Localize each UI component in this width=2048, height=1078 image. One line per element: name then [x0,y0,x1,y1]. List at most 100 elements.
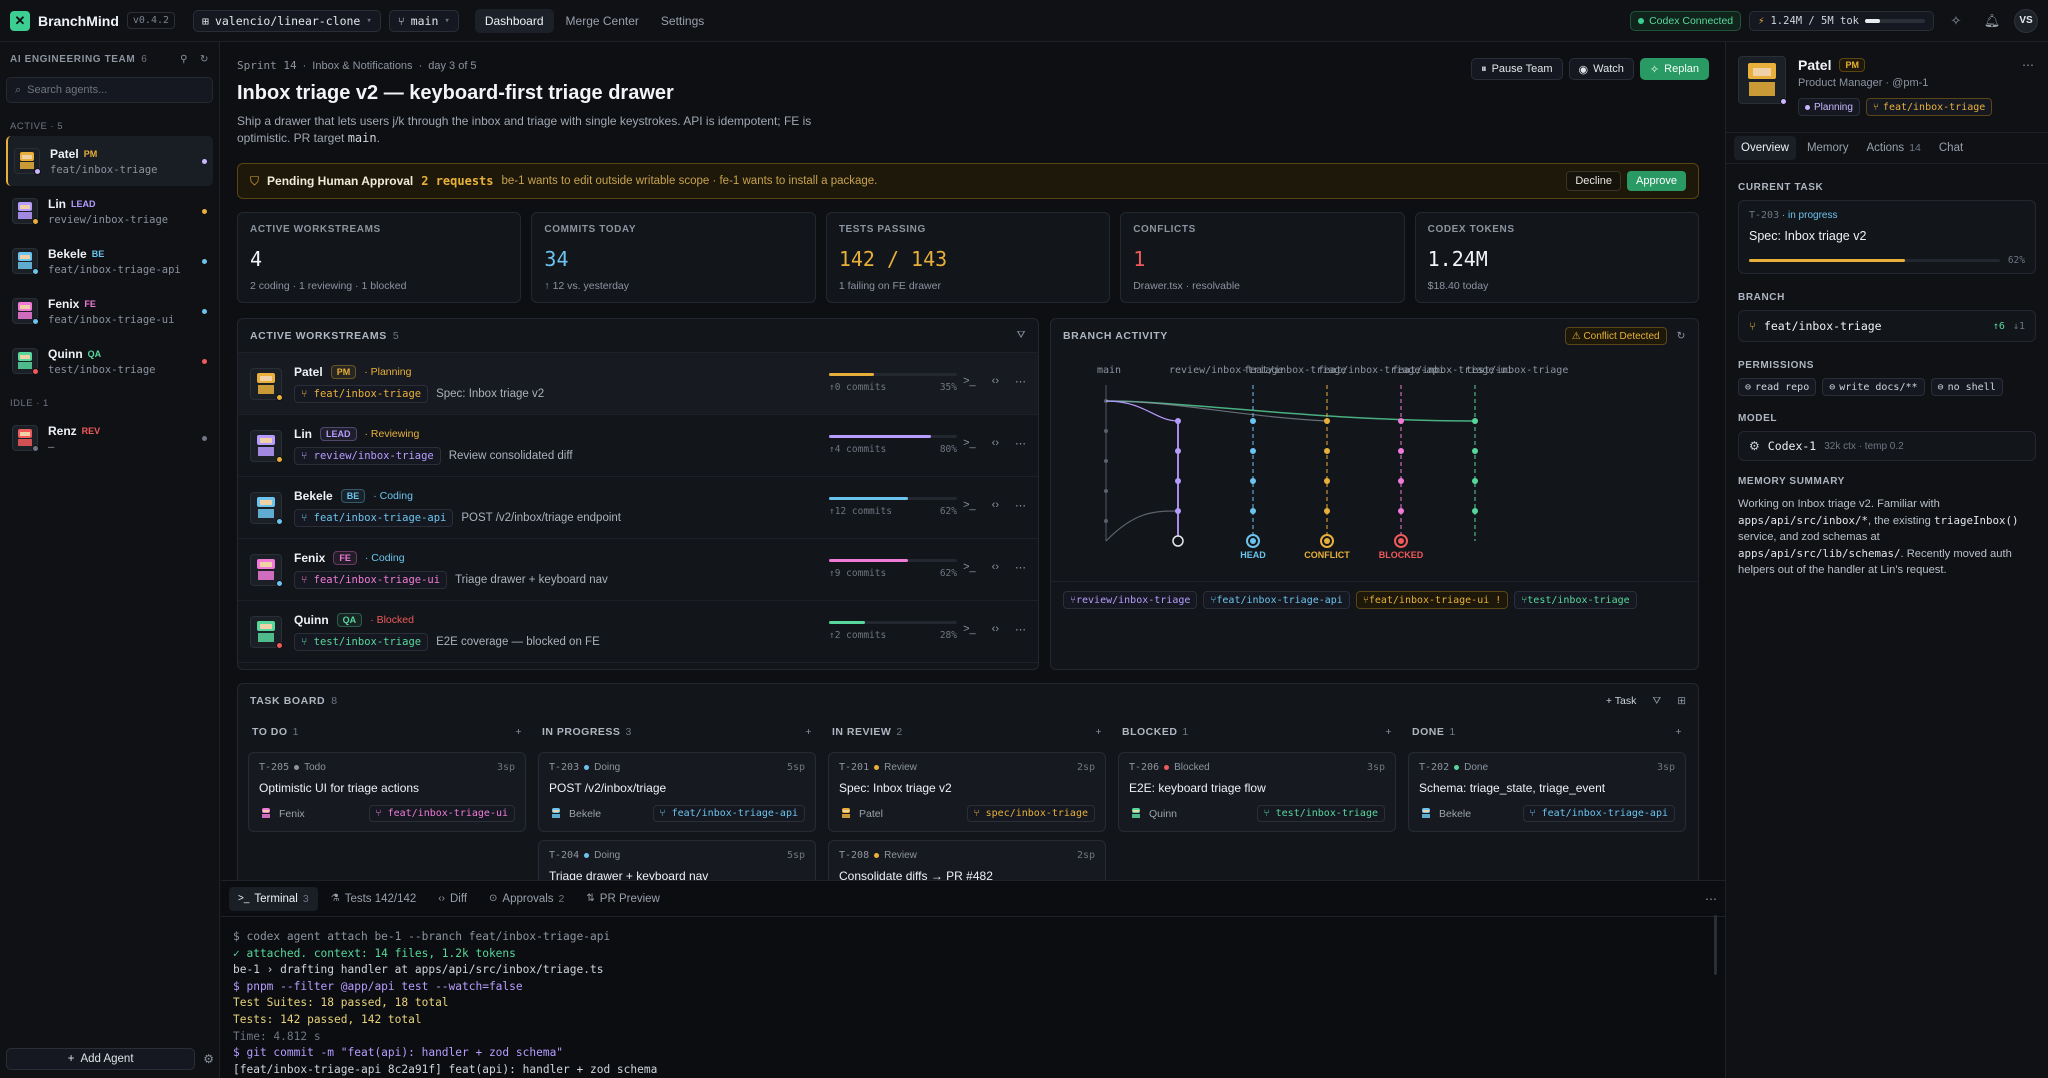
workstream-row[interactable]: Patel PM · Planning ⑂ feat/inbox-triage Spec… [238,353,1038,415]
branch-badge[interactable]: ⑂ feat/inbox-triage [1865,98,1993,116]
terminal-icon[interactable]: >_ [963,499,976,511]
replan-button[interactable]: ✧ Replan [1639,58,1709,80]
terminal-icon[interactable]: >_ [963,437,976,449]
filter-icon[interactable]: ⛛ [1016,329,1026,341]
agent-item-fenix[interactable]: Fenix FE feat/inbox-triage-ui [6,286,213,336]
branch-selector[interactable]: ⑂ main ▾ [388,9,459,32]
agent-item-bekele[interactable]: Bekele BE feat/inbox-triage-api [6,236,213,286]
refresh-icon[interactable]: ↻ [1676,330,1686,342]
watch-button[interactable]: ◉ Watch [1568,58,1634,80]
plus-icon[interactable]: + [515,726,522,738]
branch-tag[interactable]: ⑂ feat/inbox-triage-api [1203,591,1350,609]
more-icon[interactable]: ⋯ [1015,562,1026,574]
model-card[interactable]: ⚙ Codex-1 32k ctx · temp 0.2 [1738,431,2036,461]
bottom-panel: >_ Terminal 3 ⚗ Tests 142/142 ‹› Diff ⊙ Approval… [221,880,1725,1078]
status-dot [874,853,880,858]
tab-tests[interactable]: ⚗ Tests 142/142 [322,887,426,911]
more-icon[interactable]: ⋯ [1015,438,1026,450]
sparkle-icon[interactable]: ✧ [1950,12,1962,28]
workstream-row[interactable]: Fenix FE · Coding ⑂ feat/inbox-triage-ui Tri… [238,539,1038,601]
plus-icon[interactable]: + [1095,726,1102,738]
agent-item-renz[interactable]: Renz REV — [6,413,213,463]
current-task-card[interactable]: T-203 · in progress Spec: Inbox triage v… [1738,200,2036,274]
bell-icon[interactable]: 🔔︎ [1983,12,2001,28]
nav-dashboard[interactable]: Dashboard [474,8,554,33]
tab-diff[interactable]: ‹› Diff [429,887,476,911]
more-icon[interactable]: ⋯ [1705,891,1717,906]
branch-card[interactable]: ⑂ feat/inbox-triage ↑6 ↓1 [1738,310,2036,342]
branch-chip[interactable]: ⑂ test/inbox-triage [1256,805,1385,822]
terminal-icon[interactable]: >_ [963,623,976,635]
nav-merge-center[interactable]: Merge Center [565,13,639,28]
branch-tag[interactable]: ⑂ test/inbox-triage [1514,591,1637,609]
branch-chip[interactable]: ⑂ review/inbox-triage [294,446,441,465]
branch-chip[interactable]: ⑂ feat/inbox-triage-ui [294,570,448,589]
branch-tag[interactable]: ⑂ feat/inbox-triage-ui ! [1355,591,1509,609]
branch-chip[interactable]: ⑂ feat/inbox-triage-api [652,805,805,822]
agent-item-lin[interactable]: Lin LEAD review/inbox-triage [6,186,213,236]
pause-team-button[interactable]: ⏸︎ Pause Team [1471,58,1563,80]
branch-chip[interactable]: ⑂ feat/inbox-triage-ui [368,805,515,822]
repo-selector[interactable]: ⊞ valencio/linear-clone ▾ [193,9,381,32]
tab-chat[interactable]: Chat [1932,136,1970,160]
more-icon[interactable]: ⋯ [2022,58,2034,72]
branch-chip[interactable]: ⑂ feat/inbox-triage-api [294,508,454,527]
filter-icon[interactable]: ⛛ [1652,694,1662,707]
more-icon[interactable]: ⋯ [1015,624,1026,636]
terminal-output[interactable]: $ codex agent attach be-1 --branch feat/… [221,917,1725,1078]
task-card[interactable]: T-204 Doing 5sp Triage drawer + keyboard na… [538,840,816,880]
crumb-sprint[interactable]: Sprint 14 [237,59,297,72]
code-icon[interactable]: ‹› [991,623,999,635]
plus-icon[interactable]: + [1385,726,1392,738]
branch-chip[interactable]: ⑂ spec/inbox-triage [966,805,1095,822]
grid-icon[interactable]: ⊞ [1677,695,1686,707]
branch-tag[interactable]: ⑂ review/inbox-triage [1063,591,1198,609]
code-icon[interactable]: ‹› [991,375,999,387]
tab-actions[interactable]: Actions 14 [1859,136,1927,160]
code-icon[interactable]: ‹› [991,499,999,511]
add-agent-button[interactable]: + Add Agent [6,1048,196,1070]
tab-terminal[interactable]: >_ Terminal 3 [229,886,318,911]
decline-button[interactable]: Decline [1566,171,1622,191]
approve-button[interactable]: Approve [1627,171,1686,191]
terminal-icon[interactable]: >_ [963,561,976,573]
card-top: T-203 Doing 5sp [549,762,805,773]
workstream-row[interactable]: Quinn QA · Blocked ⑂ test/inbox-triage E2E c… [238,601,1038,663]
nav-settings[interactable]: Settings [660,13,705,28]
column-name: IN REVIEW [832,726,892,738]
more-icon[interactable]: ⋯ [1015,376,1026,388]
code-icon[interactable]: ‹› [991,561,999,573]
tab-pr[interactable]: ⇅ PR Preview [577,887,668,911]
branch-chip[interactable]: ⑂ feat/inbox-triage-api [1522,805,1675,822]
crumb-area[interactable]: Inbox & Notifications [312,59,413,72]
refresh-icon[interactable]: ↻ [200,54,209,65]
task-card[interactable]: T-202 Done 3sp Schema: triage_state, triage… [1408,752,1686,832]
terminal-icon[interactable]: >_ [963,375,976,387]
task-card[interactable]: T-208 Review 2sp Consolidate diffs → PR #48… [828,840,1106,880]
branch-chip[interactable]: ⑂ test/inbox-triage [294,632,429,651]
add-task-button[interactable]: + Task [1605,695,1637,707]
more-icon[interactable]: ⋯ [1015,500,1026,512]
plus-icon[interactable]: + [1675,726,1682,738]
filter-icon[interactable]: ⚲ [180,54,189,65]
task-card[interactable]: T-203 Doing 5sp POST /v2/inbox/triage Bekele… [538,752,816,832]
plus-icon[interactable]: + [805,726,812,738]
user-avatar[interactable]: VS [2014,8,2038,33]
branch-chip[interactable]: ⑂ feat/inbox-triage [294,384,429,403]
chevron-down-icon: ▾ [366,15,372,26]
task-card[interactable]: T-206 Blocked 3sp E2E: keyboard triage flow… [1118,752,1396,832]
agent-item-patel[interactable]: Patel PM feat/inbox-triage [6,136,213,186]
conflict-badge[interactable]: ⚠ Conflict Detected [1564,327,1667,345]
terminal-scrollbar[interactable] [1714,915,1717,975]
workstream-row[interactable]: Lin LEAD · Reviewing ⑂ review/inbox-triage R… [238,415,1038,477]
tab-memory[interactable]: Memory [1800,136,1856,160]
task-card[interactable]: T-201 Review 2sp Spec: Inbox triage v2 Patel… [828,752,1106,832]
agent-search-input[interactable]: ⌕ Search agents... [6,77,213,103]
settings-icon[interactable]: ⚙ [203,1052,214,1066]
tab-overview[interactable]: Overview [1734,136,1796,160]
code-icon[interactable]: ‹› [991,437,999,449]
tab-approvals[interactable]: ⊙ Approvals 2 [480,887,573,911]
workstream-row[interactable]: Bekele BE · Coding ⑂ feat/inbox-triage-api P… [238,477,1038,539]
task-card[interactable]: T-205 Todo 3sp Optimistic UI for triage act… [248,752,526,832]
agent-item-quinn[interactable]: Quinn QA test/inbox-triage [6,336,213,386]
